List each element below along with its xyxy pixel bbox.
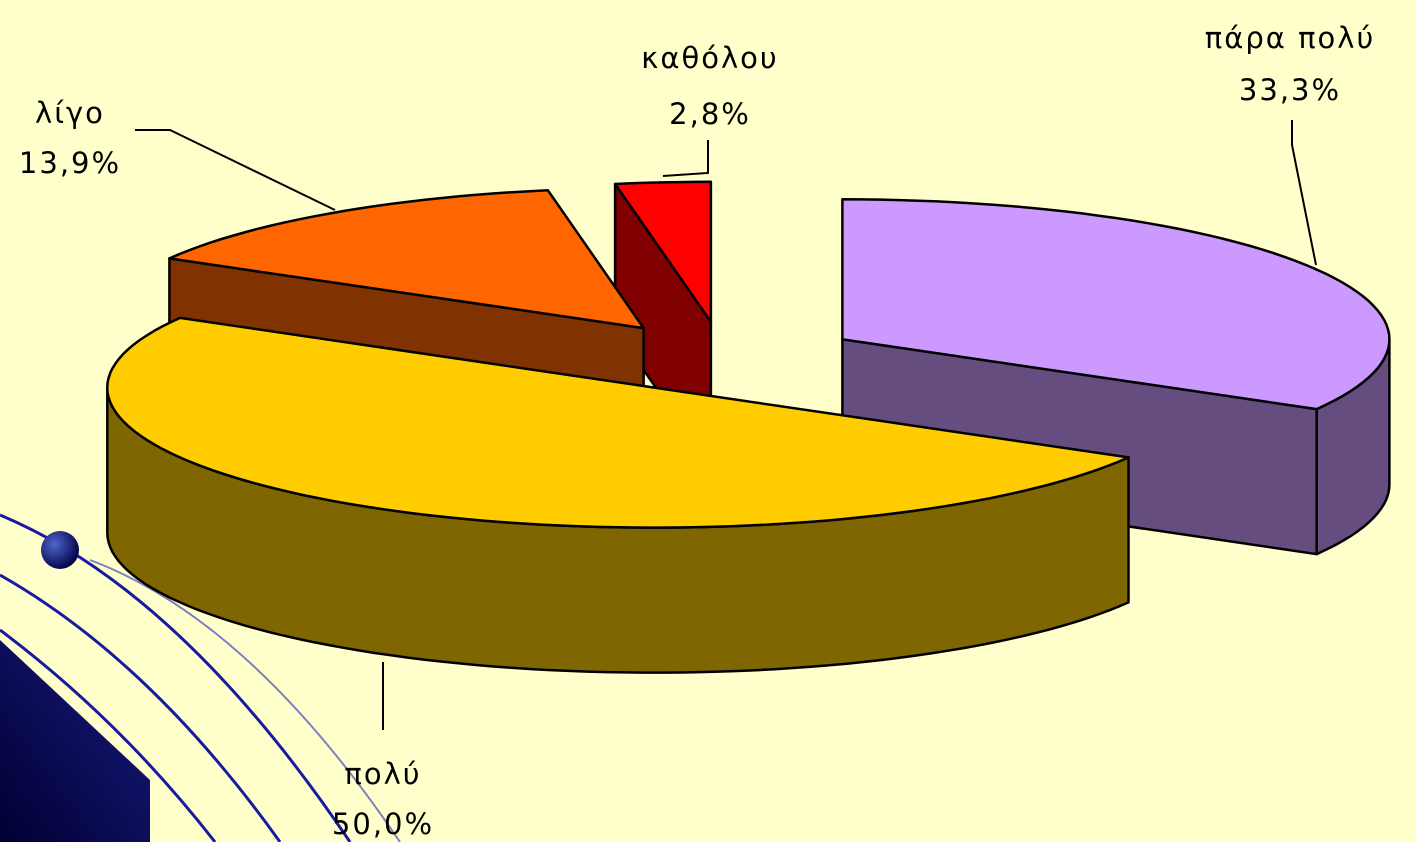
label-name: πάρα πολύ	[1205, 21, 1375, 55]
decoration	[0, 513, 401, 842]
label-value: 2,8%	[669, 97, 751, 131]
label-value: 50,0%	[332, 807, 434, 841]
leader-line	[662, 140, 709, 177]
pie	[106, 180, 1391, 674]
label-name: λίγο	[35, 96, 105, 130]
label-name: πολύ	[344, 757, 421, 791]
pie-slice	[168, 189, 645, 330]
label-value: 33,3%	[1239, 73, 1341, 107]
pie-slice	[841, 198, 1391, 411]
leader-line	[1291, 120, 1317, 266]
label-value: 13,9%	[19, 146, 121, 180]
leader-line	[135, 129, 336, 211]
label-name: καθόλου	[641, 41, 778, 75]
labels: πάρα πολύ 33,3% πολύ 50,0% λίγο 13,9% καθόλου 2…	[19, 21, 1375, 841]
pie-slice	[106, 316, 1130, 529]
pie-slice	[613, 180, 713, 324]
